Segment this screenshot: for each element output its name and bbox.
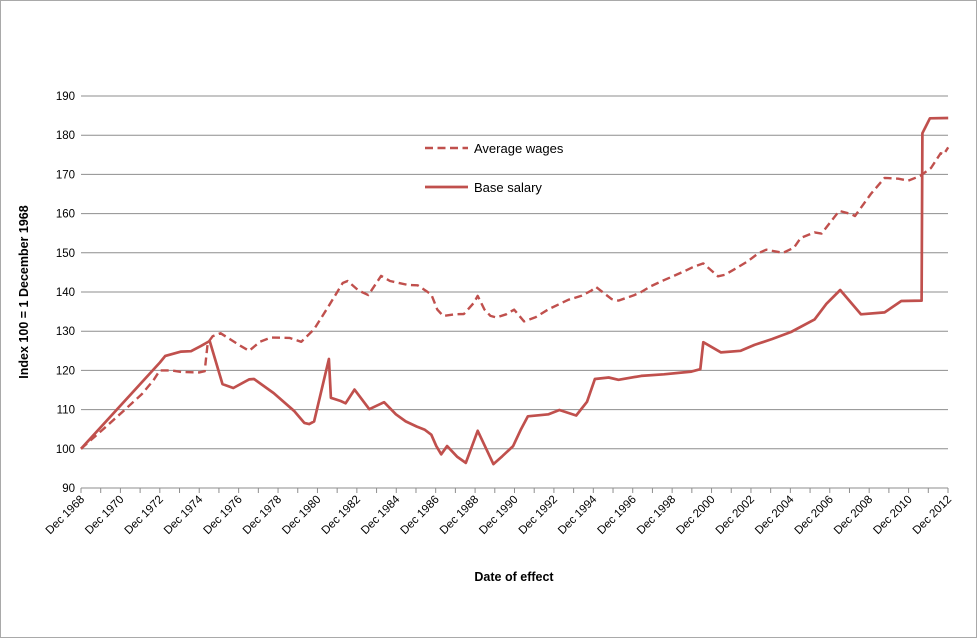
y-tick-labels: 90 100 110 120 130 140 150 160 170 180 190 [56,91,75,495]
y-tick-label: 130 [56,326,75,338]
x-tick-label: Dec 2006 [793,494,836,537]
x-tick-label: Dec 1970 [83,494,126,537]
x-tick-label: Dec 1998 [635,494,678,537]
y-axis-title: Index 100 = 1 December 1968 [17,205,31,378]
y-tick-label: 160 [56,209,75,221]
x-tick-label: Dec 1980 [280,494,323,537]
y-tick-label: 90 [62,483,75,495]
data-series [80,116,950,466]
x-tick-label: Dec 1992 [517,494,560,537]
x-tick-label: Dec 2010 [871,494,914,537]
x-axis-title: Date of effect [474,570,554,584]
x-tick-label: Dec 1968 [44,494,87,537]
legend-label-average-wages: Average wages [474,141,564,156]
x-tick-label: Dec 1996 [596,494,639,537]
series-average-wages [80,146,950,450]
x-tick-label: Dec 1982 [320,494,363,537]
y-tick-label: 140 [56,287,75,299]
x-tick-label: Dec 2000 [674,494,717,537]
x-tick-label: Dec 1988 [438,494,481,537]
x-tick-label: Dec 1984 [359,493,403,537]
y-tick-label: 100 [56,444,75,456]
x-tick-label: Dec 1978 [241,494,284,537]
x-tick-label: Dec 2002 [714,494,757,537]
x-tick-label: Dec 2012 [911,494,954,537]
gridlines [81,95,948,489]
series-base-salary [80,116,949,466]
x-tick-label: Dec 1972 [123,494,166,537]
x-tick-label: Dec 1990 [477,494,520,537]
legend-label-base-salary: Base salary [474,180,542,195]
x-tick-label: Dec 1994 [556,493,600,537]
x-tick-label: Dec 1976 [201,494,244,537]
x-axis [80,488,949,493]
x-tick-label: Dec 2004 [753,493,797,537]
legend: Average wages Base salary [425,141,564,195]
y-tick-label: 180 [56,130,75,142]
y-tick-label: 120 [56,365,75,377]
y-tick-label: 170 [56,169,75,181]
y-tick-label: 110 [57,405,75,417]
x-tick-label: Dec 2008 [832,494,875,537]
y-tick-label: 190 [56,91,75,103]
y-tick-label: 150 [56,248,75,260]
x-tick-label: Dec 1986 [399,494,442,537]
x-tick-label: Dec 1974 [162,493,206,537]
